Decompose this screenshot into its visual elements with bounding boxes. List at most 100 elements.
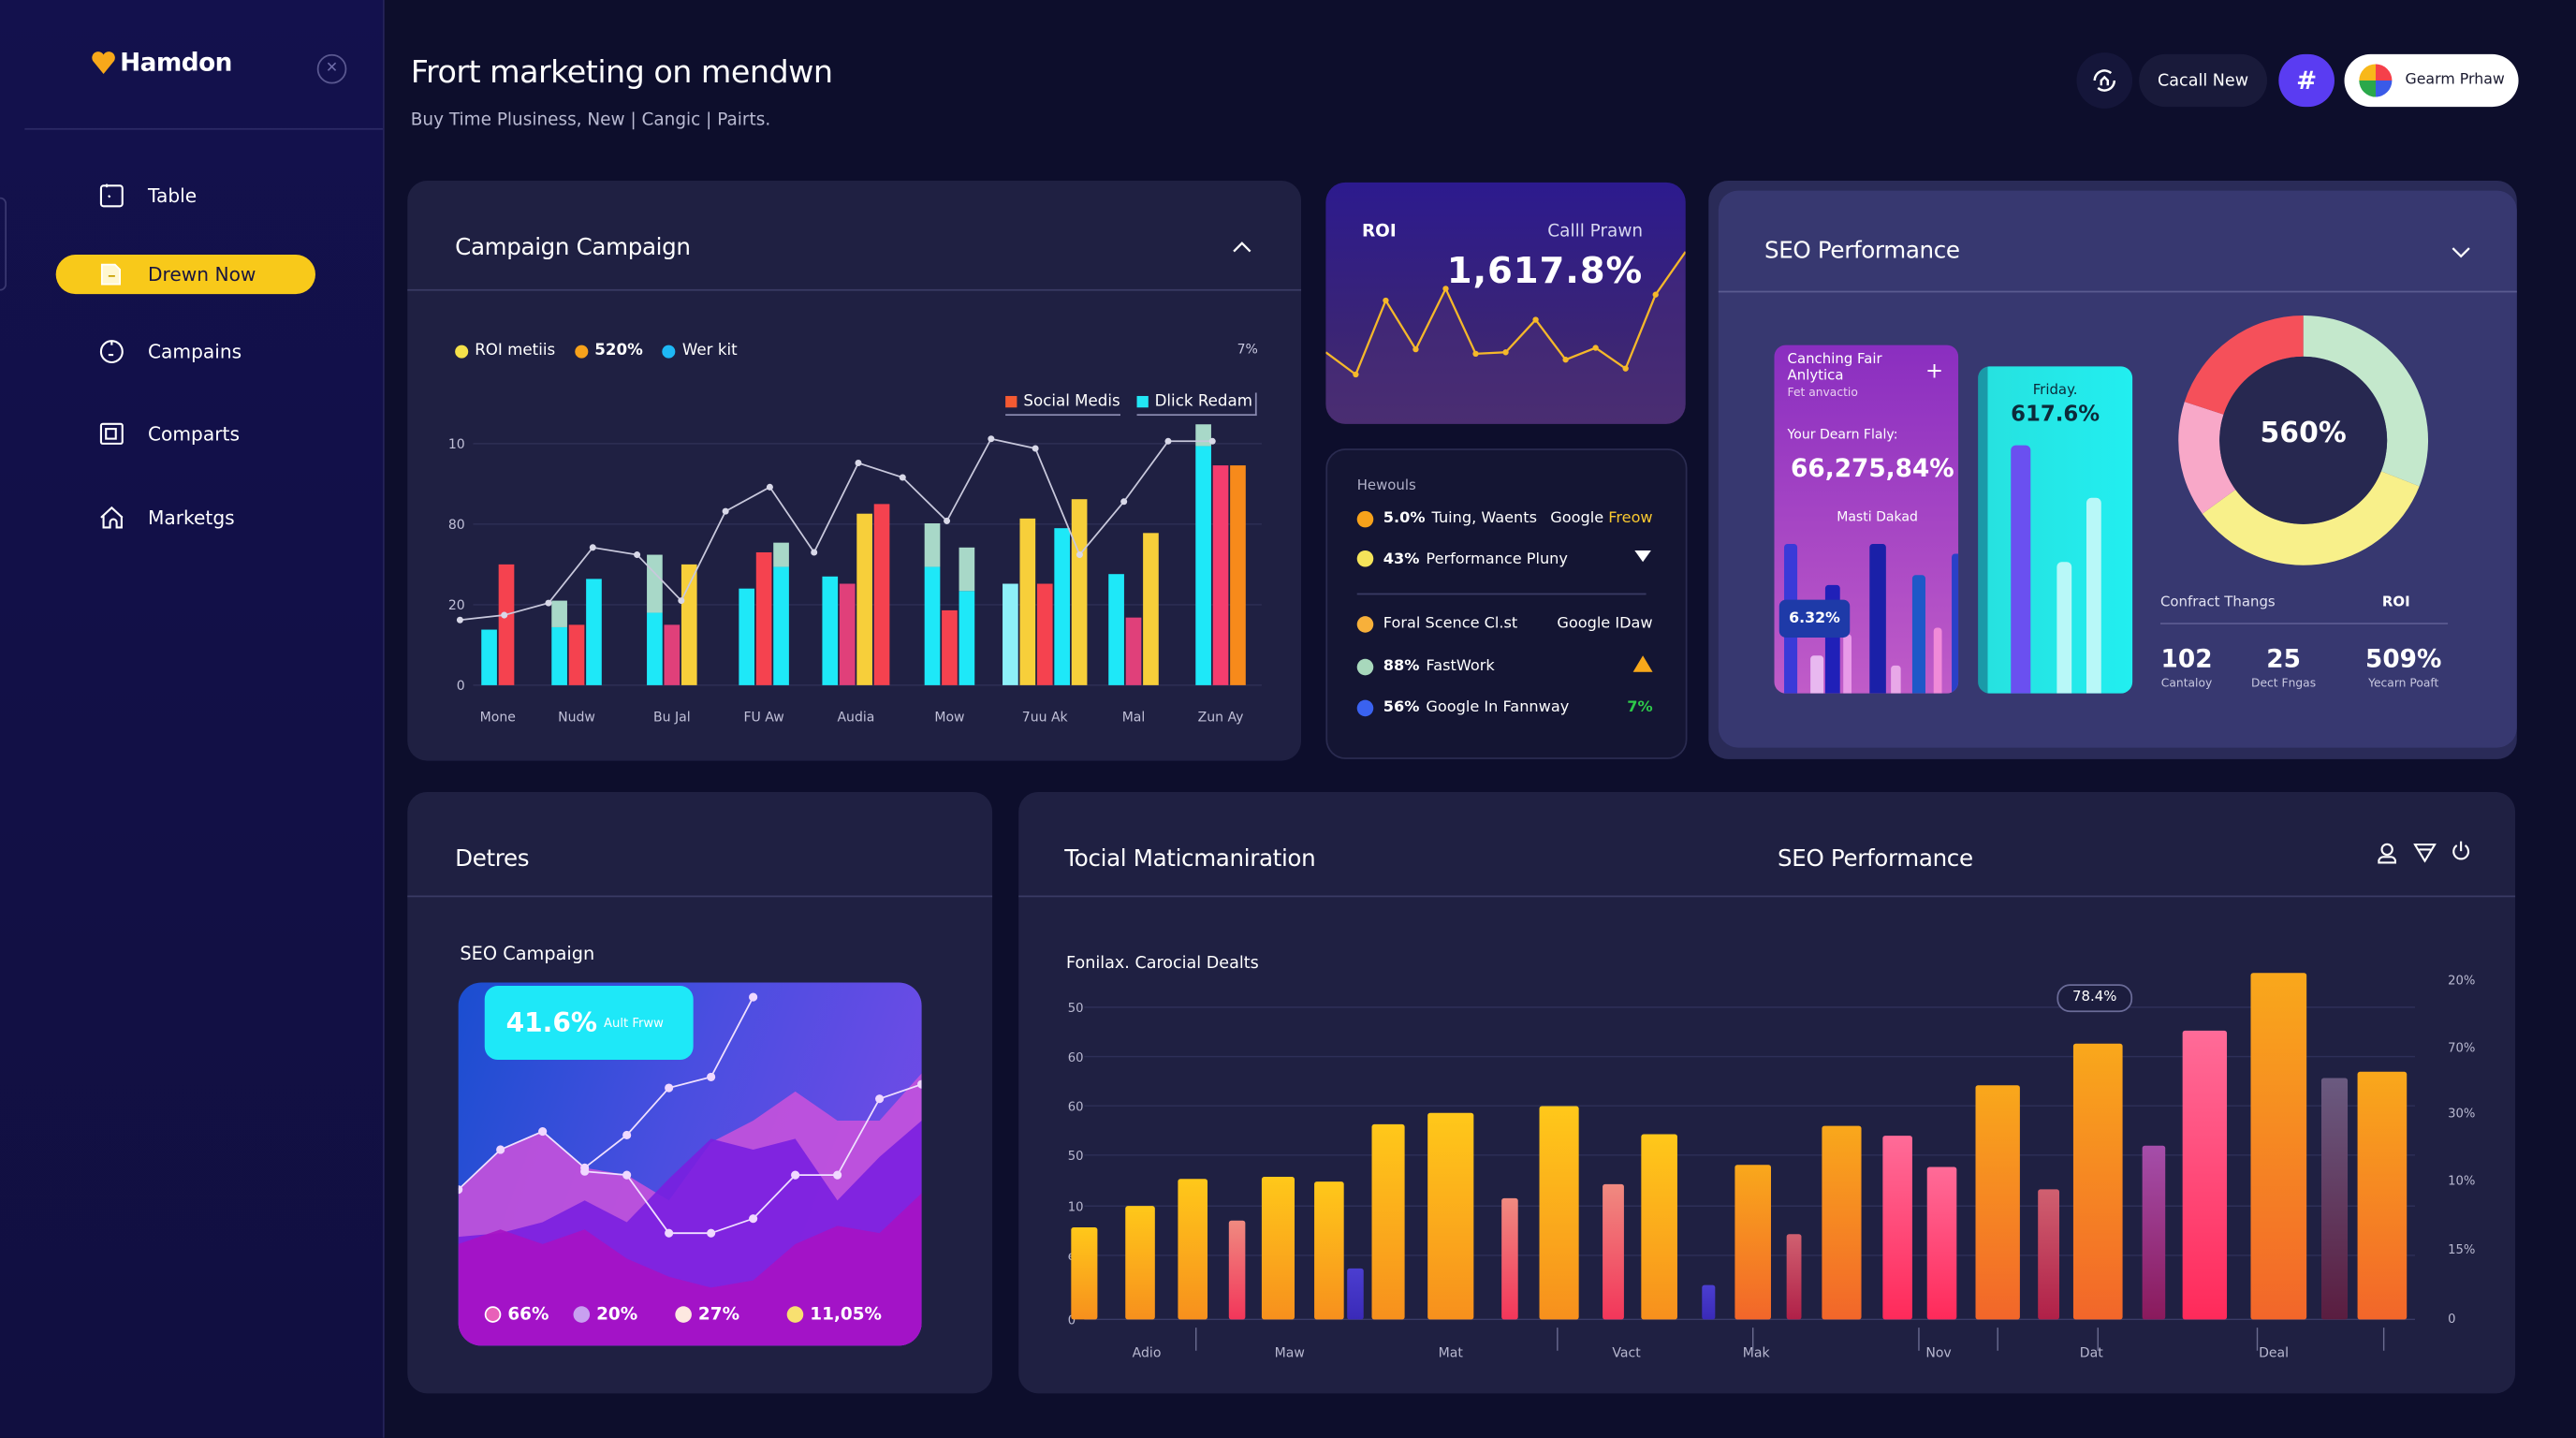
chevron-up-icon[interactable] bbox=[1232, 240, 1251, 257]
filter-icon[interactable] bbox=[2413, 843, 2437, 863]
bar-stack bbox=[773, 542, 789, 567]
bar bbox=[755, 551, 772, 685]
table-icon bbox=[97, 181, 127, 211]
sparkline-point bbox=[1353, 371, 1359, 378]
card-divider bbox=[1018, 895, 2516, 898]
seo-campaign-chart: 41.6% Ault Frww 66% 20% 27% 11,05% bbox=[458, 982, 922, 1346]
sidebar-item-label: Marketgs bbox=[147, 506, 235, 530]
list-divider bbox=[1356, 593, 1647, 595]
power-icon[interactable] bbox=[2452, 840, 2471, 863]
trend-point bbox=[1120, 498, 1128, 506]
sidebar-divider bbox=[24, 127, 383, 130]
donut-value: 560% bbox=[2260, 417, 2347, 450]
status-dot bbox=[1356, 698, 1374, 716]
trend-point bbox=[501, 611, 508, 619]
profile-button[interactable]: Gearm Prhaw bbox=[2344, 53, 2519, 108]
bar bbox=[2357, 1071, 2408, 1320]
bar bbox=[498, 564, 515, 685]
roi-value: 1,617.8% bbox=[1446, 251, 1644, 293]
bar bbox=[1108, 574, 1124, 685]
x-tick-label: Nov bbox=[1925, 1346, 1951, 1361]
y-tick-label-right: 10% bbox=[2448, 1174, 2475, 1188]
x-tick-label: Dat bbox=[2080, 1346, 2103, 1361]
list-item[interactable]: 5.0% Tuing, Waents Google Freow bbox=[1356, 509, 1653, 527]
brand-logo[interactable]: Hamdon bbox=[91, 47, 232, 78]
x-tick-label: Audia bbox=[837, 710, 874, 725]
legend-item: 520% bbox=[575, 342, 643, 360]
trend-point bbox=[1076, 551, 1083, 559]
list-item[interactable]: Foral Scence Cl.st Google IDaw bbox=[1356, 614, 1653, 633]
area-point bbox=[665, 1083, 674, 1093]
sidebar-item-marketgs[interactable]: Marketgs bbox=[56, 498, 315, 537]
sidebar: Hamdon ✕ Table Drewn Now Campains Compar… bbox=[0, 0, 385, 1438]
bar bbox=[647, 612, 663, 685]
chart-legend-secondary: Social Medis Dlick Redam bbox=[1005, 392, 1258, 417]
bar bbox=[1882, 1136, 1912, 1320]
x-tick-label: Mow bbox=[934, 710, 964, 725]
sparkline-area bbox=[1325, 251, 1686, 424]
sidebar-item-comparts[interactable]: Comparts bbox=[56, 414, 315, 453]
panel-label: Friday. bbox=[2032, 382, 2078, 400]
mini-bar bbox=[1869, 543, 1886, 694]
donut-slice bbox=[2178, 402, 2236, 514]
trend-point bbox=[988, 435, 995, 443]
legend-item: Wer kit bbox=[662, 342, 738, 360]
y-tick-label: 0 bbox=[1068, 1314, 1076, 1328]
warning-icon bbox=[1632, 655, 1653, 677]
trend-point bbox=[855, 460, 862, 467]
y-tick-label: 0 bbox=[457, 679, 465, 694]
caret-down-icon[interactable] bbox=[1633, 549, 1653, 568]
sidebar-item-campains[interactable]: Campains bbox=[56, 332, 315, 372]
y-tick-label: 50 bbox=[1068, 1150, 1084, 1164]
sparkline-point bbox=[1562, 357, 1569, 363]
bar bbox=[2038, 1189, 2060, 1320]
stats-roi-label: ROI bbox=[2381, 594, 2410, 611]
brand-name: Hamdon bbox=[120, 47, 232, 78]
bar bbox=[924, 566, 941, 685]
bar bbox=[773, 566, 789, 685]
user-icon[interactable] bbox=[2376, 842, 2399, 865]
trend-point bbox=[1208, 437, 1216, 445]
y-tick-label: 80 bbox=[448, 518, 465, 533]
plus-icon[interactable]: + bbox=[1925, 360, 1944, 385]
chevron-down-icon[interactable] bbox=[2452, 245, 2471, 260]
mini-bar bbox=[1810, 654, 1824, 694]
mini-bar bbox=[1933, 626, 1942, 694]
sparkline-point bbox=[1442, 286, 1449, 292]
bar-stack bbox=[551, 600, 567, 627]
stat-item: 25 Dect Fngas bbox=[2251, 643, 2317, 691]
trend-point bbox=[766, 483, 773, 491]
list-item[interactable]: 56% Google In Fannway 7% bbox=[1356, 698, 1653, 716]
bar bbox=[551, 626, 567, 685]
area-point bbox=[622, 1130, 632, 1140]
sparkline-point bbox=[1383, 297, 1389, 304]
bar bbox=[1786, 1234, 1802, 1320]
sidebar-item-table[interactable]: Table bbox=[56, 176, 315, 215]
trend-point bbox=[634, 551, 641, 559]
bar bbox=[942, 609, 958, 685]
bar bbox=[1212, 465, 1229, 685]
bar bbox=[1427, 1112, 1474, 1320]
trend-point bbox=[1032, 445, 1039, 452]
home-icon bbox=[97, 503, 127, 533]
panel-value: 617.6% bbox=[2011, 402, 2100, 428]
call-new-button[interactable]: Cacall New bbox=[2139, 53, 2268, 108]
area-point bbox=[458, 1185, 463, 1195]
list-item[interactable]: 88% FastWork bbox=[1356, 655, 1653, 677]
list-item[interactable]: 43% Performance Pluny bbox=[1356, 549, 1653, 568]
sync-button[interactable] bbox=[2076, 52, 2133, 109]
bar bbox=[1019, 518, 1036, 685]
bar bbox=[1003, 583, 1018, 685]
sidebar-edge-handle[interactable] bbox=[0, 197, 7, 291]
slack-button[interactable]: # bbox=[2278, 53, 2334, 108]
heart-icon bbox=[92, 51, 115, 74]
trend-point bbox=[811, 549, 818, 556]
collapse-sidebar-button[interactable]: ✕ bbox=[316, 53, 347, 84]
compare-icon bbox=[97, 419, 127, 449]
sidebar-item-drewn-now[interactable]: Drewn Now bbox=[55, 255, 315, 295]
bar bbox=[1195, 446, 1211, 685]
bar bbox=[1501, 1197, 1518, 1320]
mini-bar bbox=[2011, 445, 2031, 694]
bar-stack bbox=[924, 523, 941, 567]
bar bbox=[1734, 1165, 1771, 1320]
